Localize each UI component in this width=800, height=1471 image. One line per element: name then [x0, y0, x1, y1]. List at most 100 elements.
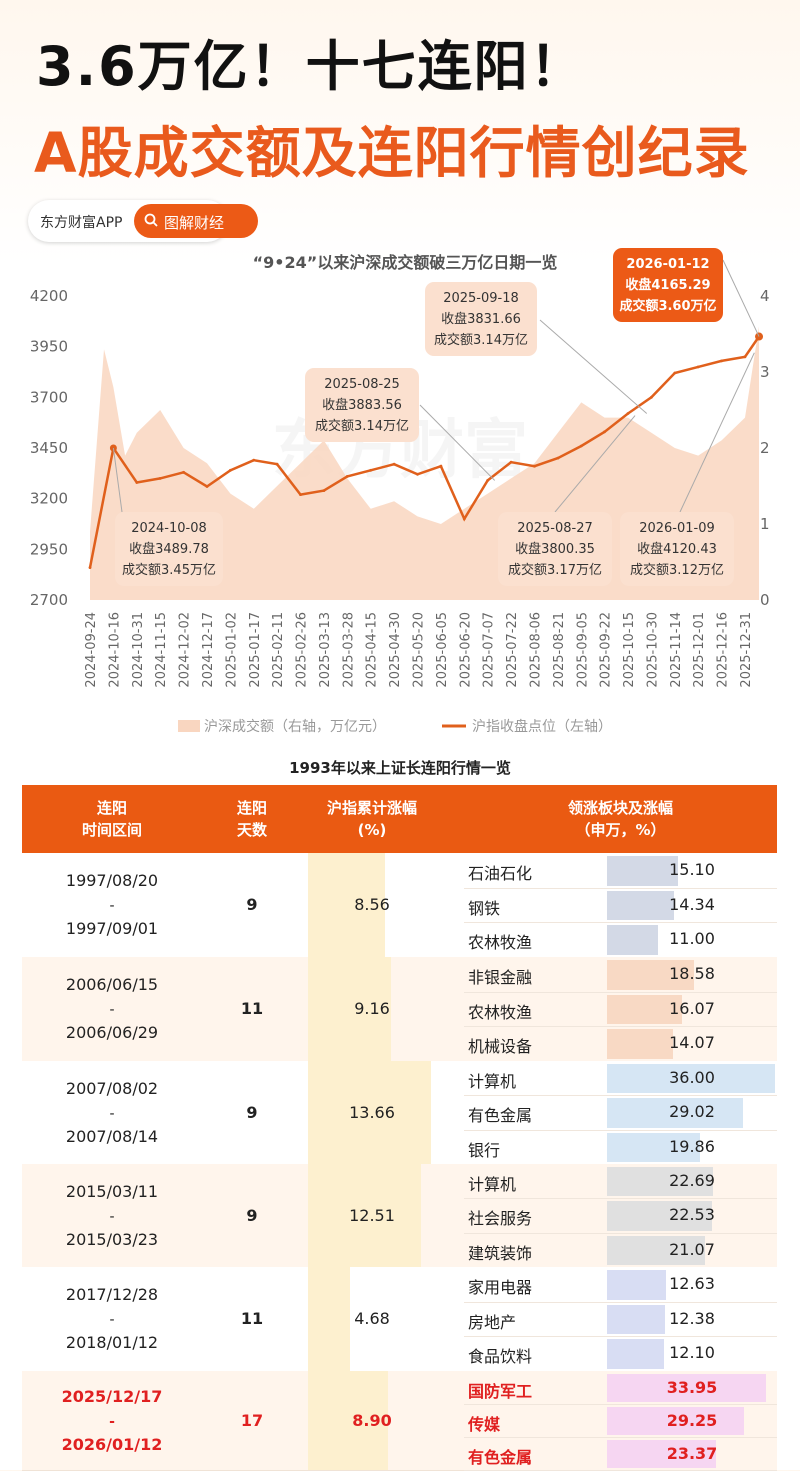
series-line-index-point: [299, 493, 302, 496]
sector-value: 21.07: [669, 1239, 715, 1259]
annotation-date: 2024-10-08: [131, 521, 207, 536]
x-tick-label: 2024-10-16: [107, 612, 122, 688]
x-tick-label: 2025-03-28: [341, 612, 356, 688]
brand-app-name: 东方财富APP: [40, 215, 123, 231]
sector-value: 22.53: [669, 1205, 715, 1225]
series-line-index-point: [439, 464, 443, 468]
annotation-box: [115, 512, 223, 586]
y-right-tick-label: 1: [760, 515, 770, 533]
sector-row: 社会服务 22.53: [464, 1198, 777, 1234]
series-line-index-point: [322, 489, 326, 492]
y-left-tick-label: 3950: [30, 338, 68, 356]
period-separator: -: [109, 1208, 115, 1225]
sector-row: 石油石化 15.10: [464, 853, 777, 889]
header-period: 连阳 时间区间: [22, 797, 202, 841]
legend-area-label: 沪深成交额（右轴，万亿元）: [204, 718, 386, 735]
annotation-close: 收盘3883.56: [322, 397, 402, 413]
gain-cell: 8.56: [354, 895, 390, 914]
series-line-index-point: [205, 485, 209, 488]
sector-name: 非银金融: [468, 968, 533, 987]
sector-value: 22.69: [669, 1171, 715, 1190]
x-tick-label: 2025-04-15: [365, 612, 380, 688]
sector-name: 房地产: [468, 1312, 517, 1332]
series-line-index-point: [603, 430, 606, 434]
sector-row: 农林牧渔 16.07: [464, 992, 777, 1028]
x-tick-label: 2025-05-20: [412, 612, 427, 688]
sector-name: 农林牧渔: [468, 1002, 533, 1022]
table-title: 1993年以来上证长连阳行情一览: [289, 759, 511, 777]
annotation-date: 2026-01-09: [639, 521, 715, 536]
y-left-tick-label: 3700: [30, 388, 68, 406]
sector-name: 机械设备: [468, 1037, 533, 1057]
sector-name: 有色金属: [468, 1448, 533, 1467]
table-row-group: 2015/03/11 - 2015/03/23 9 12.51 计算机 22.69 社会服务 2…: [22, 1164, 777, 1268]
y-right-tick-label: 4: [760, 287, 770, 305]
sector-name: 银行: [468, 1140, 501, 1160]
gain-cell: 4.68: [354, 1309, 390, 1328]
sector-row: 计算机 22.69: [464, 1164, 777, 1200]
sector-bar: [607, 994, 682, 1025]
sector-bar: [607, 890, 674, 921]
sector-row: 有色金属 29.02: [464, 1095, 777, 1131]
series-line-index-point: [509, 460, 513, 464]
series-line-index-point: [88, 566, 92, 569]
period-start: 2006/06/15: [65, 975, 159, 994]
annotation-volume: 成交额3.45万亿: [122, 562, 216, 578]
series-line-index-point: [720, 359, 723, 363]
sector-value: 36.00: [669, 1068, 715, 1087]
period-end: 2007/08/14: [65, 1126, 159, 1146]
sector-value: 12.63: [669, 1274, 715, 1293]
series-line-index-point: [275, 462, 279, 466]
annotation-close: 收盘3489.78: [129, 541, 209, 557]
sector-bar: [607, 1167, 713, 1197]
annotation-leader: [112, 447, 123, 513]
period-end: 1997/09/01: [65, 919, 159, 938]
x-tick-label: 2025-11-14: [669, 612, 684, 688]
sector-row: 食品饮料 12.10: [464, 1336, 777, 1372]
annotation-leader: [679, 352, 755, 513]
sector-row: 传媒 29.25: [464, 1404, 777, 1438]
x-tick-label: 2025-12-31: [739, 612, 754, 688]
x-tick-label: 2025-12-16: [716, 612, 731, 688]
annotation-date: 2025-08-27: [517, 521, 593, 536]
brand-bar: 东方财富APP 图解财经: [28, 200, 258, 242]
gain-bar: [308, 957, 391, 1061]
header-days: 连阳 天数: [202, 797, 302, 841]
y-left-tick-label: 2700: [30, 591, 68, 609]
sector-value: 23.37: [666, 1444, 718, 1463]
period-end: 2006/06/29: [65, 1023, 159, 1042]
period-end: 2026/01/12: [61, 1434, 163, 1454]
period-cell: 2017/12/28 - 2018/01/12: [22, 1283, 202, 1355]
header-gain-line2: (%): [357, 821, 387, 839]
days-cell: 9: [246, 1102, 258, 1122]
x-tick-label: 2025-07-22: [505, 612, 520, 688]
days-cell: 17: [240, 1410, 264, 1430]
annotation-volume: 成交额3.12万亿: [630, 562, 724, 578]
sector-name: 计算机: [468, 1175, 517, 1194]
period-start: 2015/03/11: [65, 1181, 159, 1201]
sector-bar: [607, 1374, 766, 1402]
sector-row: 计算机 36.00: [464, 1061, 777, 1097]
period-separator: -: [109, 898, 115, 914]
brand-tag-label: 图解财经: [164, 214, 225, 232]
gain-bar: [308, 1267, 350, 1371]
brand-tag-button[interactable]: 图解财经: [134, 204, 258, 238]
period-end: 2015/03/23: [65, 1229, 159, 1249]
subheadline: A股成交额及连阳行情创纪录: [34, 121, 750, 185]
series-line-index-point: [252, 458, 256, 462]
gain-cell: 8.90: [352, 1410, 392, 1430]
gain-cell: 12.51: [349, 1205, 395, 1225]
days-cell: 11: [240, 1309, 264, 1328]
sector-value: 11.00: [669, 929, 715, 949]
period-cell: 2007/08/02 - 2007/08/14: [22, 1077, 202, 1149]
annotation-close: 收盘4120.43: [637, 541, 717, 557]
sector-bar: [607, 1304, 665, 1335]
series-line-index-point: [229, 468, 232, 472]
x-tick-label: 2024-09-24: [84, 612, 99, 688]
annotation-close: 收盘3800.35: [515, 541, 595, 557]
series-line-index-point: [345, 475, 349, 478]
legend-area-swatch: [178, 720, 200, 732]
sector-value: 16.07: [669, 998, 715, 1018]
annotation-box: [498, 512, 612, 586]
gain-cell: 9.16: [354, 999, 390, 1018]
